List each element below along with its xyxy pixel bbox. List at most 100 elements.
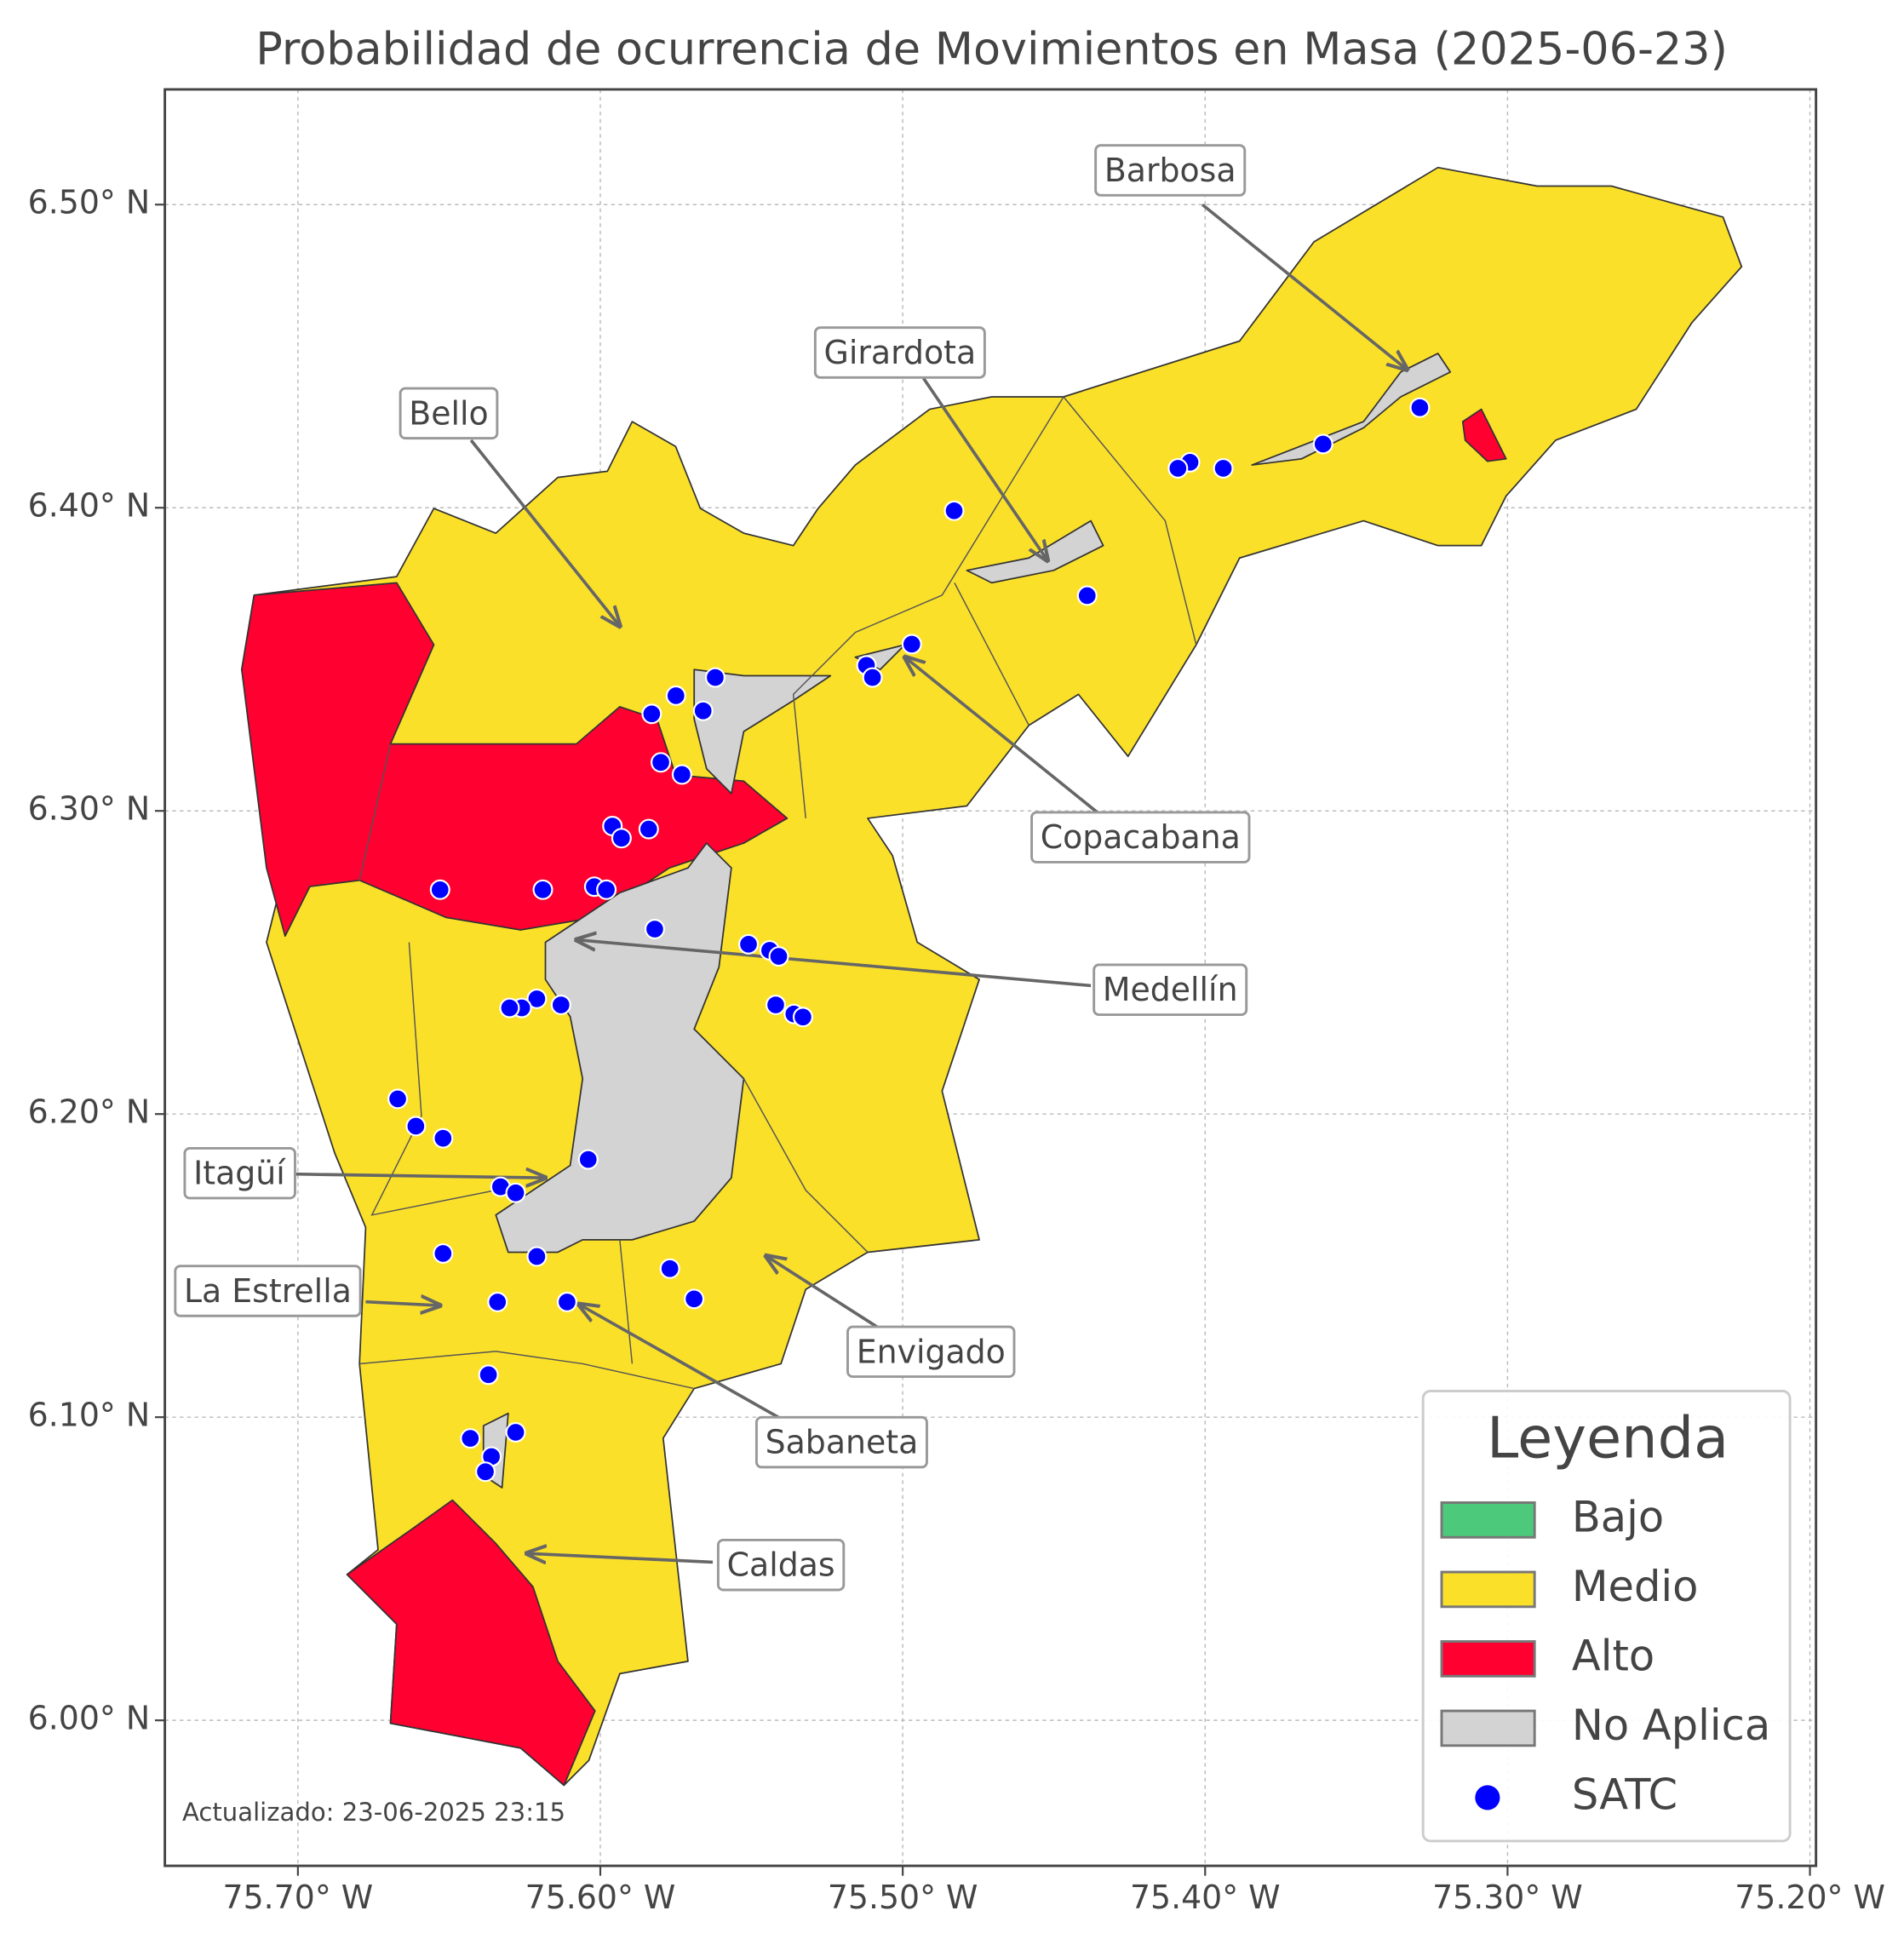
satc-point [505,1182,526,1203]
satc-point [704,667,725,688]
municipal-border [619,1239,634,1364]
satc-point [526,1246,548,1267]
annotation-arrow [905,657,1098,814]
legend: Leyenda Bajo Medio Alto No Aplica SATC [1421,1390,1792,1843]
annotation-arrow [527,1553,714,1562]
satc-point [641,703,662,725]
annotation-box [183,1146,296,1200]
legend-swatch [1440,1501,1536,1539]
municipal-border [358,743,392,881]
satc-point [644,919,665,940]
x-tick-label: 75.30° W [1432,1879,1583,1916]
legend-swatch [1440,1570,1536,1609]
annotations: Barbosa Girardota Bello Copacabana Medellín I… [174,144,1407,1592]
annotation-label: Sabaneta [766,1424,919,1461]
municipal-border [1063,396,1197,645]
satc-point [765,995,786,1016]
satc-point [1167,457,1189,479]
legend-label: No Aplica [1572,1701,1770,1750]
satc-point [1213,457,1234,479]
satc-point [550,995,571,1016]
satc-point [433,1127,454,1149]
annotation-arrow [576,940,1092,988]
satc-point [460,1428,481,1449]
annotation-box [1093,963,1248,1016]
satc-point [487,1291,508,1312]
y-tick-label: 6.30° N [28,790,150,828]
satc-point [862,667,883,688]
municipal-border [370,942,496,1216]
satc-point [387,1088,409,1110]
satc-point [475,1461,496,1483]
annotation-arrow [766,1256,887,1334]
annotation-box [813,326,986,379]
municipal-border [792,396,1064,819]
municipal-border [359,1351,695,1390]
annotation-box [174,1265,362,1317]
region-no-aplica [495,842,745,1254]
annotation-arrow [365,1302,439,1305]
region-alto [346,1499,596,1787]
satc-point [768,946,789,967]
satc-point [665,685,686,706]
legend-label: Bajo [1572,1492,1664,1541]
annotation-label: Girardota [824,334,977,371]
legend-label: SATC [1572,1770,1677,1819]
municipal-border [954,582,1029,726]
satc-point [638,818,659,840]
satc-point [405,1116,427,1137]
y-tick-label: 6.10° N [28,1397,150,1434]
y-tick-label: 6.50° N [28,184,150,221]
satc-point [478,1364,499,1386]
annotation-label: Envigado [857,1333,1006,1370]
x-tick-label: 75.60° W [525,1879,676,1916]
x-tick-label: 75.70° W [223,1879,374,1916]
annotation-label: Itagüí [193,1155,286,1192]
legend-swatch [1440,1709,1536,1747]
satc-point [532,879,553,900]
satc-point [577,1149,599,1170]
satc-point [556,1291,577,1312]
annotation-box [716,1538,846,1592]
satc-point [1409,397,1431,418]
annotation-arrow [1201,203,1407,370]
legend-title: Leyenda [1487,1405,1729,1472]
x-tick-label: 75.20° W [1735,1879,1885,1916]
y-tick-label: 6.20° N [28,1093,150,1131]
satc-point [792,1007,813,1028]
footnote: Actualizado: 23-06-2025 23:15 [182,1798,565,1827]
annotation-box [1094,144,1247,197]
satc-point [671,764,692,785]
annotation-label: La Estrella [184,1272,352,1310]
annotation-box [1030,811,1251,863]
legend-marker [1475,1785,1500,1810]
satc-points [387,397,1431,1483]
annotation-label: Caldas [727,1546,835,1584]
y-tick-label: 6.40° N [28,487,150,525]
satc-point [526,988,548,1009]
legend-label: Medio [1572,1562,1699,1611]
satc-point [692,700,714,721]
region-no-aplica [693,668,832,795]
satc-point [738,933,760,955]
annotation-label: Barbosa [1104,152,1236,189]
annotation-box [846,1325,1016,1379]
annotation-arrow [469,439,620,626]
satc-point [1076,585,1098,606]
municipal-border [743,1078,869,1253]
chart-title: Probabilidad de ocurrencia de Movimiento… [255,23,1728,75]
satc-point [659,1258,680,1279]
region-alto [1461,408,1507,462]
legend-swatch [1440,1640,1536,1678]
satc-point [611,828,632,849]
annotation-arrow [579,1305,794,1427]
axes-frame [163,88,1818,1868]
satc-point [684,1288,705,1310]
satc-point [901,634,922,655]
annotation-arrow [922,377,1048,560]
satc-point [943,500,965,521]
x-tick-label: 75.40° W [1130,1879,1281,1916]
region-alto [240,582,789,938]
